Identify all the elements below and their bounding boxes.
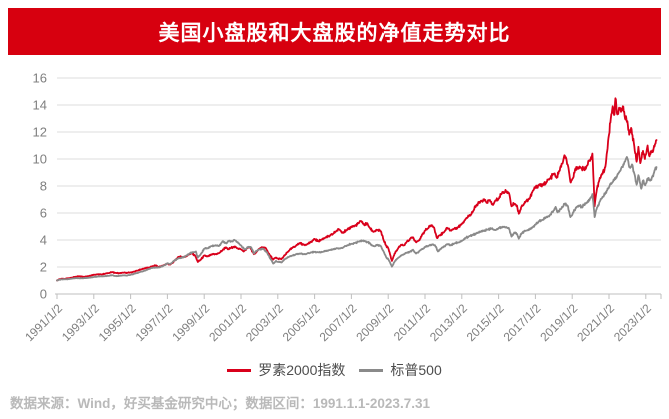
- chart-legend: 罗素2000指数 标普500: [0, 360, 669, 380]
- x-axis-label: 1999/1/2: [169, 301, 212, 344]
- x-axis-label: 2001/1/2: [206, 301, 249, 344]
- x-axis-label: 2003/1/2: [243, 301, 286, 344]
- y-axis-label: 12: [33, 125, 47, 140]
- y-axis-label: 16: [33, 71, 47, 86]
- x-axis-label: 2005/1/2: [280, 301, 323, 344]
- legend-item-russell2000: 罗素2000指数: [227, 360, 345, 380]
- y-axis-label: 8: [40, 179, 47, 194]
- legend-item-sp500: 标普500: [359, 360, 442, 380]
- chart-title-banner: 美国小盘股和大盘股的净值走势对比: [8, 8, 661, 55]
- x-axis-label: 2011/1/2: [391, 301, 434, 344]
- sp500-line-swatch: [359, 368, 384, 372]
- x-axis-label: 2023/1/2: [611, 301, 654, 344]
- series-line-sp500: [56, 156, 658, 282]
- x-axis-label: 1993/1/2: [59, 301, 102, 344]
- y-axis-label: 2: [40, 260, 47, 275]
- legend-label-russell2000: 罗素2000指数: [258, 362, 346, 378]
- data-source-note: 数据来源：Wind，好买基金研究中心；数据区间：1991.1.1-2023.7.…: [10, 396, 430, 411]
- x-axis-label: 1995/1/2: [96, 301, 139, 344]
- x-axis-label: 2015/1/2: [464, 301, 507, 344]
- y-axis-label: 6: [40, 206, 47, 221]
- y-axis-label: 14: [33, 98, 47, 113]
- x-axis-label: 2021/1/2: [574, 301, 617, 344]
- y-axis-label: 4: [40, 233, 47, 248]
- x-axis-label: 2007/1/2: [317, 301, 360, 344]
- legend-label-sp500: 标普500: [390, 362, 442, 378]
- russell2000-line-swatch: [227, 368, 252, 372]
- y-axis-label: 0: [40, 287, 47, 302]
- x-axis-label: 1997/1/2: [133, 301, 176, 344]
- chart-title: 美国小盘股和大盘股的净值走势对比: [158, 21, 511, 45]
- x-axis-label: 2017/1/2: [501, 301, 544, 344]
- x-axis-label: 2019/1/2: [537, 301, 580, 344]
- series-line-russell2000: [56, 97, 658, 282]
- x-axis-label: 1991/1/2: [22, 301, 65, 344]
- x-axis-label: 2013/1/2: [427, 301, 470, 344]
- y-axis-label: 10: [33, 152, 47, 167]
- x-axis-label: 2009/1/2: [353, 301, 396, 344]
